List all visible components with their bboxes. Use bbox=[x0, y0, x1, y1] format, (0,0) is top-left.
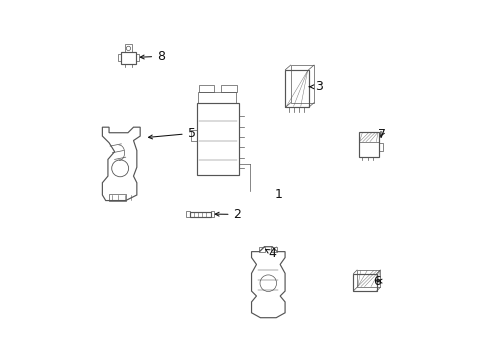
Text: 3: 3 bbox=[309, 80, 323, 93]
Bar bbox=[285, 70, 309, 107]
Bar bbox=[136, 54, 139, 60]
Bar bbox=[221, 85, 237, 92]
Bar bbox=[118, 54, 122, 60]
Text: 1: 1 bbox=[274, 188, 282, 201]
Bar bbox=[109, 194, 126, 201]
Bar bbox=[271, 247, 277, 252]
Bar bbox=[211, 211, 214, 217]
Text: 2: 2 bbox=[215, 208, 242, 221]
Text: 7: 7 bbox=[378, 127, 386, 141]
Bar bbox=[191, 130, 197, 140]
Text: 4: 4 bbox=[266, 247, 276, 260]
Text: 8: 8 bbox=[140, 50, 165, 63]
Bar bbox=[122, 52, 136, 64]
Bar bbox=[198, 92, 236, 103]
Bar bbox=[359, 132, 379, 157]
Bar bbox=[197, 103, 239, 175]
Bar bbox=[199, 85, 215, 92]
Bar bbox=[357, 270, 380, 287]
Bar bbox=[190, 212, 211, 217]
Bar bbox=[259, 247, 266, 252]
Text: 5: 5 bbox=[148, 127, 196, 140]
Bar bbox=[125, 44, 132, 52]
Bar bbox=[186, 211, 190, 217]
Bar bbox=[291, 65, 314, 103]
Bar bbox=[379, 143, 383, 150]
Text: 6: 6 bbox=[373, 275, 382, 288]
Bar bbox=[353, 274, 377, 291]
